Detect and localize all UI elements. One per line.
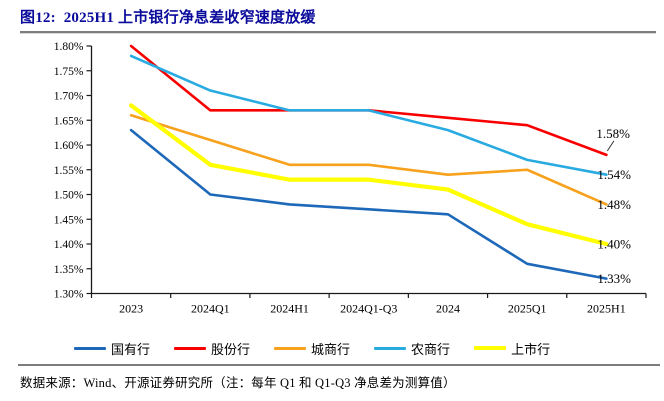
series-line-listed-banks: [129, 103, 609, 247]
x-axis-label: 2025Q1: [508, 302, 547, 316]
legend-swatch-state-owned-banks: [74, 346, 106, 350]
end-label-listed-banks: 1.40%: [597, 237, 631, 252]
series-line-rural-commercial-banks: [129, 54, 608, 176]
title-divider: [20, 31, 656, 34]
x-axis-label: 2024: [436, 302, 460, 316]
y-axis-label: 1.70%: [54, 91, 84, 103]
y-axis-label: 1.35%: [54, 264, 84, 276]
y-axis-label: 1.30%: [54, 289, 84, 301]
x-axis-label: 2024H1: [270, 302, 309, 316]
legend-swatch-listed-banks: [474, 346, 507, 350]
y-axis-label: 1.75%: [54, 66, 84, 78]
legend-label-state-owned-banks: 国有行: [111, 341, 151, 357]
y-axis-label: 1.80%: [54, 41, 84, 53]
legend-swatch-city-commercial-banks: [274, 346, 307, 350]
end-label-state-owned-banks: 1.33%: [597, 271, 631, 286]
chart-legend: 国有行 股份行 城商行 农商行 上市行: [74, 339, 550, 358]
legend-item-joint-stock-banks: 股份行: [174, 339, 250, 358]
legend-label-rural-commercial-banks: 农商行: [411, 341, 451, 357]
end-label-rural-commercial-banks: 1.54%: [597, 167, 631, 182]
legend-item-state-owned-banks: 国有行: [74, 339, 150, 358]
x-axis-label: 2025H1: [587, 302, 626, 316]
chart-canvas: 1.80% 1.75% 1.70% 1.65% 1.60% 1.55% 1.50% 1.45%…: [54, 41, 647, 316]
end-label-connector-joint-stock-banks: [606, 140, 615, 152]
y-axis-label: 1.40%: [54, 239, 84, 251]
x-axis-label: 2024Q1-Q3: [340, 302, 397, 316]
y-axis-label: 1.60%: [54, 140, 84, 152]
legend-item-rural-commercial-banks: 农商行: [374, 339, 450, 358]
figure-title: 图12: 2025H1 上市银行净息差收窄速度放缓: [20, 10, 316, 26]
legend-item-city-commercial-banks: 城商行: [274, 339, 350, 358]
end-label-joint-stock-banks: 1.58%: [596, 126, 630, 141]
footer-divider: [18, 364, 660, 366]
legend-label-city-commercial-banks: 城商行: [311, 341, 351, 357]
y-axis-label: 1.50%: [54, 190, 84, 202]
legend-item-listed-banks: 上市行: [474, 339, 550, 358]
y-axis-label: 1.55%: [54, 165, 84, 177]
end-label-city-commercial-banks: 1.48%: [597, 197, 631, 212]
x-axis-label: 2024Q1: [191, 302, 230, 316]
axis-lines: [90, 46, 646, 295]
legend-swatch-rural-commercial-banks: [374, 346, 407, 350]
legend-label-listed-banks: 上市行: [511, 341, 551, 357]
x-axis-label: 2023: [119, 302, 143, 316]
y-axis-label: 1.45%: [54, 214, 84, 226]
series-line-state-owned-banks: [129, 128, 608, 280]
legend-label-joint-stock-banks: 股份行: [211, 341, 251, 357]
nim-line-chart: 1.80% 1.75% 1.70% 1.65% 1.60% 1.55% 1.50% 1.45%…: [54, 41, 647, 316]
data-source-note: 数据来源：Wind、开源证券研究所（注：每年 Q1 和 Q1-Q3 净息差为测算…: [20, 376, 456, 390]
legend-swatch-joint-stock-banks: [174, 346, 207, 350]
y-axis-label: 1.65%: [54, 115, 84, 127]
series-line-city-commercial-banks: [129, 114, 608, 206]
